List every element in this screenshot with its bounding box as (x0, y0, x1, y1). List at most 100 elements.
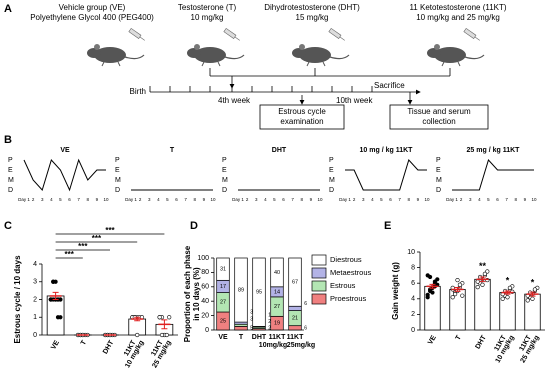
legend-swatch (311, 267, 327, 279)
x-tick-label: 11KT (269, 334, 286, 341)
data-label: 27 (274, 304, 280, 310)
panel-a: Vehicle group (VE) Polyethylene Glycol 4… (30, 3, 507, 130)
bar-segment (234, 257, 248, 323)
x-tick-label: Day 1 (125, 197, 137, 202)
y-tick-label: P (222, 157, 227, 164)
data-label: 40 (274, 270, 280, 276)
data-label: 2 (268, 325, 271, 331)
data-point (507, 285, 513, 290)
x-tick-label: T (80, 339, 89, 347)
y-axis-label: Proportion of each phase (183, 245, 192, 342)
x-tick-label: 5 (380, 197, 383, 202)
x-tick-label: 4 (157, 197, 160, 202)
x-tick-label: 9 (417, 197, 420, 202)
data-point (475, 285, 480, 290)
chart-title: DHT (272, 147, 287, 154)
data-label: 67 (292, 280, 298, 286)
timeline-label: Sacrifice (374, 81, 405, 90)
y-tick-label: 2 (33, 296, 37, 303)
group-name: Testosterone (T) (178, 3, 237, 12)
significance-label: ** (479, 261, 487, 271)
y-tick-label: E (8, 167, 13, 174)
data-point (58, 297, 63, 302)
data-label: 6 (304, 301, 307, 307)
y-tick-label: 0 (205, 327, 209, 334)
data-label: 25 (220, 318, 226, 324)
data-label: 3 (250, 317, 253, 323)
x-tick-label: DHT (252, 334, 267, 341)
panel-letter: D (190, 220, 198, 232)
y-tick-label: M (115, 177, 121, 184)
group-dose: 15 mg/kg (296, 13, 329, 22)
data-point (505, 295, 510, 300)
data-point (135, 332, 140, 338)
legend-swatch (311, 280, 327, 292)
box-text: collection (422, 117, 455, 126)
y-axis-label: Estrous cycle / 10 days (13, 255, 22, 344)
mouse-icon (426, 43, 485, 67)
legend-label: Proestrous (330, 294, 367, 303)
x-tick-label: 7 (291, 197, 294, 202)
data-point (453, 292, 458, 297)
mouse-icon (186, 43, 245, 67)
x-tick-label: 6 (282, 197, 285, 202)
y-tick-label: P (436, 157, 441, 164)
y-tick-label: M (329, 177, 335, 184)
chart-title: T (170, 147, 175, 154)
data-point (157, 315, 162, 320)
syringe-icon (128, 28, 147, 43)
data-label: 31 (220, 267, 226, 273)
bar-segment (288, 325, 302, 331)
box (259, 104, 345, 130)
data-point (425, 295, 430, 300)
data-label: 2 (268, 319, 271, 325)
data-label: 21 (292, 316, 298, 322)
x-tick-label: VE (50, 339, 61, 351)
x-tick-label: 8 (515, 197, 518, 202)
panel-letter: E (384, 220, 391, 232)
data-point (432, 279, 438, 284)
data-point (428, 274, 433, 280)
y-tick-label: 80 (201, 269, 209, 276)
panel-letter: B (4, 134, 12, 146)
group-name: Dihydrotestosterone (DHT) (264, 3, 360, 12)
y-tick-label: M (8, 177, 14, 184)
data-point (482, 271, 488, 276)
y-tick-label: D (115, 187, 120, 194)
y-tick-label: P (8, 157, 13, 164)
box-text: examination (280, 117, 323, 126)
legend-swatch (311, 254, 327, 266)
y-tick-label: 10 (407, 249, 415, 256)
group-dose: 10 mg/kg and 25 mg/kg (416, 13, 500, 22)
x-tick-label: 8 (194, 197, 197, 202)
legend-swatch (311, 293, 327, 305)
panel-letter: C (4, 220, 12, 232)
data-label: 14 (274, 289, 280, 295)
x-tick-label: 10 (317, 197, 323, 202)
x-tick-label: 6 (389, 197, 392, 202)
x-tick-label: 11KT (287, 334, 304, 341)
x-tick-label: Day 1 (339, 197, 351, 202)
data-label: 19 (274, 321, 280, 327)
y-tick-label: 8 (411, 264, 415, 271)
data-point (164, 332, 169, 338)
y-tick-label: P (329, 157, 334, 164)
x-tick-label: 8 (408, 197, 411, 202)
data-point (430, 290, 435, 295)
y-tick-label: E (329, 167, 334, 174)
x-tick-label: 8 (301, 197, 304, 202)
chart-title: 25 mg / kg 11KT (467, 147, 521, 154)
timeline-label: Birth (130, 87, 146, 96)
y-tick-label: E (222, 167, 227, 174)
data-label: 3 (250, 310, 253, 316)
data-point (51, 279, 56, 284)
chart-title: 10 mg / kg 11KT (360, 147, 414, 154)
y-tick-label: 100 (197, 255, 209, 262)
x-tick-label: 9 (203, 197, 206, 202)
panel-letter: A (4, 3, 12, 15)
syringe-icon (223, 28, 242, 43)
x-tick-label: 2 (460, 197, 463, 202)
y-tick-label: E (436, 167, 441, 174)
bar-segment (288, 257, 302, 307)
y-tick-label: M (436, 177, 442, 184)
